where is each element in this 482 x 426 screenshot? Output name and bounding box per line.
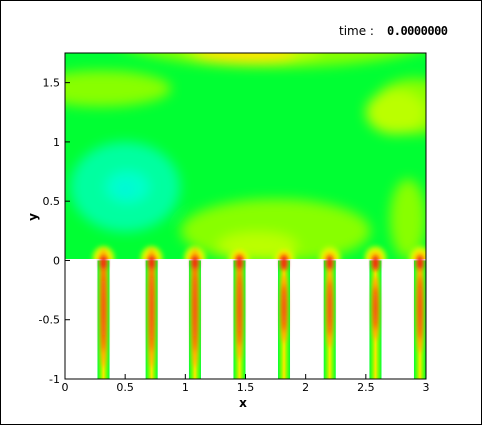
channel-plume-6 [318,246,341,259]
channel-1 [97,247,110,379]
contour-band-top-core [195,53,296,62]
channel-plume-7 [364,246,387,259]
y-tick-label-2: 0 [53,254,60,267]
channel-plume-8 [408,246,426,259]
axes: 0 0.5 1 1.5 2 2.5 3 -1 -0.5 0 0.5 1 1.5 x y [26,52,430,410]
channel-2 [145,247,158,379]
x-tick-label-0: 0 [62,381,69,394]
channel-4 [233,254,246,379]
y-tick-label-3: 0.5 [43,195,61,208]
channel-6 [323,254,336,379]
x-tick-label-3: 1.5 [237,381,255,394]
y-tick-label-1: -0.5 [39,314,60,327]
x-tick-label-5: 2.5 [357,381,375,394]
channel-8 [413,254,426,379]
time-value: 0.0000000 [387,24,448,38]
y-tick-label-0: -1 [49,373,60,386]
y-tick-label-5: 1.5 [43,77,61,90]
x-tick-label-4: 2 [302,381,309,394]
y-tick-label-4: 1 [53,136,60,149]
x-tick-label-1: 0.5 [116,381,134,394]
channel-5 [277,254,291,379]
upper-flow-field [65,53,426,259]
y-axis-title: y [26,213,40,221]
x-tick-label-6: 3 [423,381,430,394]
time-label: time : [339,24,374,38]
contour-band-vortex-center [120,185,131,194]
channel-field [65,247,426,379]
channel-3 [188,247,201,379]
channel-plume-4 [228,246,251,259]
channel-7 [369,254,382,379]
contour-band-left [65,70,172,107]
x-tick-label-2: 1 [182,381,189,394]
contour-band-right-inner [365,90,426,135]
contour-band-right-wall [389,178,426,259]
x-axis-title: x [239,396,247,410]
